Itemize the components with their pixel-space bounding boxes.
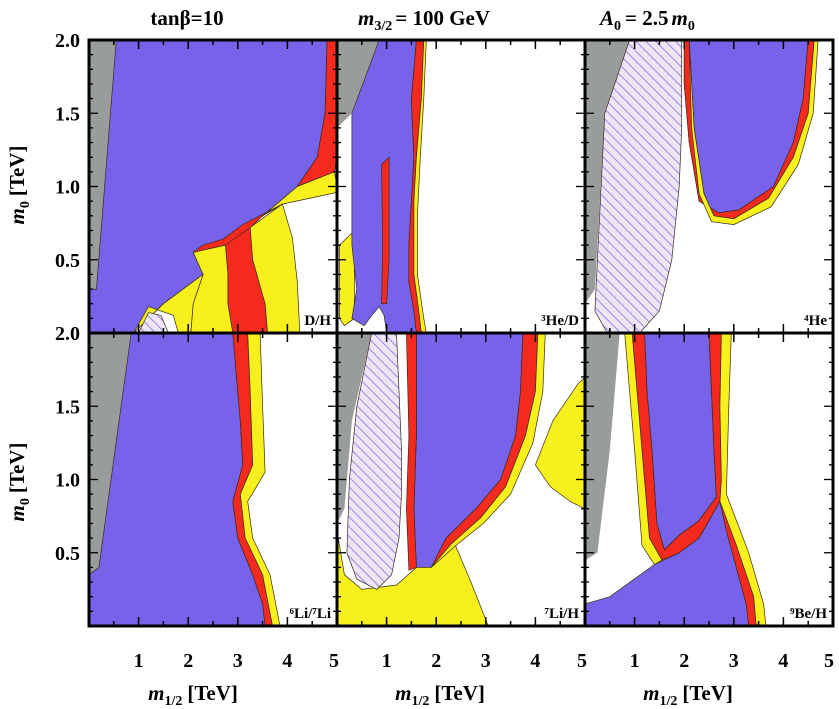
region-yellow-4: [239, 333, 281, 626]
region-red-6: [406, 333, 417, 571]
panel-label: ⁶Li/⁷Li: [289, 606, 331, 622]
panel-5: ⁷Li/H: [337, 333, 585, 626]
region-yellow-9: [133, 273, 204, 333]
region-yellow-8: [430, 333, 546, 568]
region-yellow-7: [249, 203, 301, 333]
ytick-label: 1.5: [55, 396, 80, 418]
xtick-label: 5: [577, 650, 587, 672]
title-a0: A0 = 2.5 m0: [598, 6, 695, 34]
ylabel-bottom: m0[TeV]: [5, 443, 33, 522]
xtick-label: 5: [824, 650, 834, 672]
panel-label: ⁷Li/H: [544, 606, 579, 622]
xtick-label: 3: [481, 650, 491, 672]
region-gray-1: [337, 40, 380, 128]
region-hatch-4: [346, 333, 402, 590]
panel-label: ⁹Be/H: [790, 606, 827, 622]
panel-label: ⁴He: [804, 313, 827, 329]
region-yellow-3: [535, 376, 585, 510]
panels-layer: D/H ³He/D ⁴He ⁶Li/⁷Li ⁷Li/H ⁹Be/H: [89, 40, 833, 626]
panel-label: ³He/D: [541, 313, 579, 329]
xtick-label: 1: [134, 650, 144, 672]
ytick-label: 1.0: [55, 177, 80, 199]
xlabel-right: m1/2 [TeV]: [643, 681, 733, 709]
ytick-label: 1.5: [55, 103, 80, 125]
region-red-7: [719, 501, 757, 626]
region-gray-1: [585, 333, 620, 561]
ytick-label: 0.5: [55, 250, 80, 272]
region-yellow-4: [624, 333, 663, 565]
region-gray-1: [89, 333, 132, 575]
region-yellow-5: [688, 40, 819, 225]
panel-1: D/H: [89, 40, 337, 333]
panel-2: ³He/D: [337, 40, 585, 333]
region-yellow-6: [413, 40, 427, 333]
xlabel-middle: m1/2 [TeV]: [395, 681, 485, 709]
title-tanbeta: tanβ=10: [150, 6, 223, 30]
title-gravitino-mass: m3/2 = 100 GeV: [358, 6, 490, 34]
ytick-label: 1.0: [55, 470, 80, 492]
ytick-label: 2.0: [55, 30, 80, 52]
axes-layer: 0.5 1.0 1.5 2.0 0.5 1.0 1.5 2.0 1 2 3 4 5 1 2 3 4 5 1 2 3 4 5: [55, 30, 835, 672]
ytick-label: 0.5: [55, 543, 80, 565]
panel-label: D/H: [304, 313, 331, 329]
panel-3: ⁴He: [585, 40, 833, 333]
panel-border: [583, 331, 835, 628]
xtick-label: 3: [233, 650, 243, 672]
region-red-5: [381, 156, 390, 305]
ylabel-top: m0[TeV]: [5, 146, 33, 225]
xtick-label: 4: [778, 650, 788, 672]
region-yellow-5: [719, 333, 767, 626]
xtick-label: 1: [630, 650, 640, 672]
xtick-label: 3: [729, 650, 739, 672]
xtick-label: 2: [679, 650, 689, 672]
xtick-label: 2: [183, 650, 193, 672]
panel-frame-6: [583, 331, 835, 628]
region-hatch-10: [138, 312, 169, 333]
xtick-label: 1: [382, 650, 392, 672]
xtick-label: 5: [329, 650, 339, 672]
xtick-label: 4: [282, 650, 292, 672]
region-gray-1: [337, 333, 372, 524]
ytick-label: 2.0: [55, 323, 80, 345]
region-gray-1: [585, 40, 630, 304]
xlabel-left: m1/2 [TeV]: [148, 681, 238, 709]
panel-4: ⁶Li/⁷Li: [89, 333, 337, 626]
region-gray-1: [89, 40, 117, 290]
xtick-label: 4: [530, 650, 540, 672]
xtick-label: 2: [431, 650, 441, 672]
panel-6: ⁹Be/H: [585, 333, 833, 626]
region-hatch-2: [594, 40, 683, 333]
